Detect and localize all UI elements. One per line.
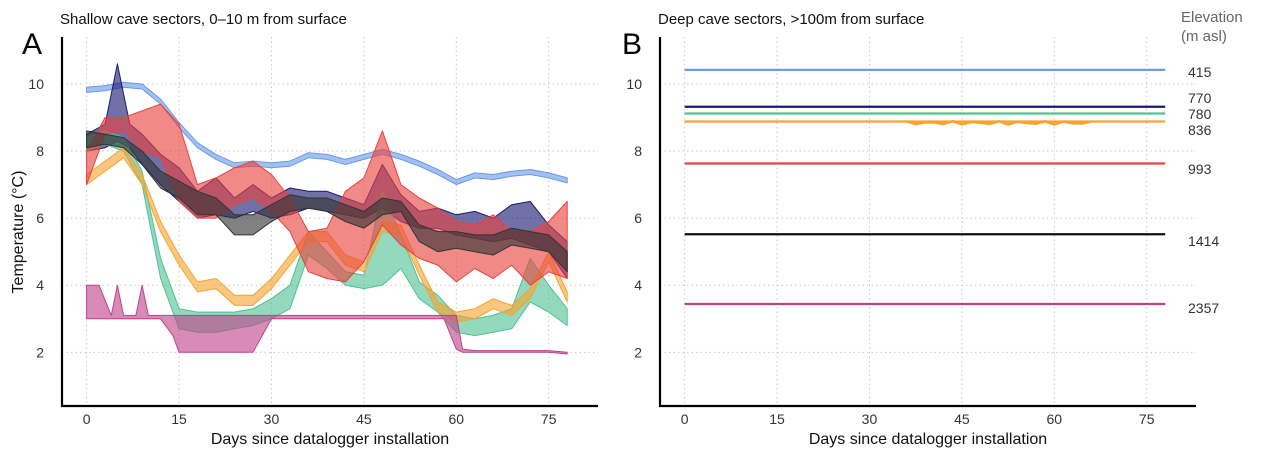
panel-a-series-2357 xyxy=(86,284,568,355)
panel-a-x-tick-label: 30 xyxy=(264,411,280,427)
panel-a-y-tick-label: 6 xyxy=(36,210,44,226)
panel-a-series-1414 xyxy=(86,130,568,273)
panel-a-x-tick-label: 0 xyxy=(83,411,91,427)
panel-a: Shallow cave sectors, 0–10 m from surfac… xyxy=(10,11,598,448)
panel-b-letter: B xyxy=(622,28,642,61)
panel-a-y-tick-label: 4 xyxy=(36,277,44,293)
elevation-label-993: 993 xyxy=(1188,161,1212,177)
panel-b-x-tick-label: 0 xyxy=(681,411,689,427)
temperature-band-2357 xyxy=(86,284,568,355)
panel-a-x-tick-label: 45 xyxy=(356,411,372,427)
temperature-band-1414 xyxy=(86,130,568,273)
temperature-line-836-wobble xyxy=(906,119,1092,126)
panel-b: Deep cave sectors, >100m from surface B … xyxy=(622,9,1243,448)
elevation-header-line1: Elevation xyxy=(1181,9,1243,26)
panel-a-x-tick-label: 60 xyxy=(449,411,465,427)
panel-a-y-tick-label: 2 xyxy=(36,344,44,360)
panel-a-x-tick-label: 15 xyxy=(171,411,187,427)
panel-a-letter: A xyxy=(22,28,42,61)
panel-b-x-tick-label: 15 xyxy=(769,411,785,427)
panel-b-title: Deep cave sectors, >100m from surface xyxy=(658,11,924,28)
panel-b-y-tick-label: 2 xyxy=(634,344,642,360)
panel-b-y-tick-label: 4 xyxy=(634,277,642,293)
panel-a-y-tick-label: 8 xyxy=(36,143,44,159)
panel-b-x-tick-label: 75 xyxy=(1139,411,1155,427)
panel-b-x-tick-label: 60 xyxy=(1047,411,1063,427)
elevation-label-415: 415 xyxy=(1188,64,1212,80)
elevation-label-836: 836 xyxy=(1188,122,1212,138)
panel-b-x-axis-title: Days since datalogger installation xyxy=(809,431,1047,448)
panel-b-x-tick-label: 30 xyxy=(862,411,878,427)
panel-a-x-tick-label: 75 xyxy=(541,411,557,427)
panel-a-y-axis-title: Temperature (°C) xyxy=(10,171,27,294)
elevation-header-line2: (m asl) xyxy=(1181,28,1227,45)
panel-b-x-tick-label: 45 xyxy=(954,411,970,427)
panel-a-title: Shallow cave sectors, 0–10 m from surfac… xyxy=(60,11,347,28)
panel-a-x-axis-title: Days since datalogger installation xyxy=(211,431,449,448)
elevation-label-2357: 2357 xyxy=(1188,300,1219,316)
elevation-label-780: 780 xyxy=(1188,106,1212,122)
elevation-label-770: 770 xyxy=(1188,90,1212,106)
panel-b-grid xyxy=(660,37,1196,406)
panel-b-y-tick-label: 6 xyxy=(634,210,642,226)
panel-b-y-tick-label: 10 xyxy=(626,76,642,92)
panel-b-y-tick-label: 8 xyxy=(634,143,642,159)
panel-a-y-tick-label: 10 xyxy=(28,76,44,92)
elevation-label-1414: 1414 xyxy=(1188,233,1219,249)
